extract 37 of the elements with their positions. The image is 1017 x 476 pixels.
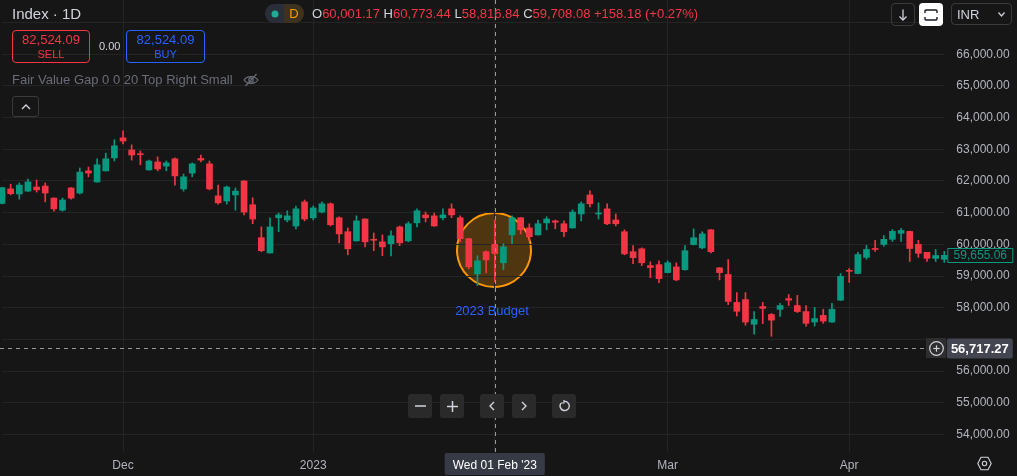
y-tick-label: 62,000.00 (956, 173, 1011, 188)
annotation: 0.00 (99, 39, 121, 53)
y-tick-label: 64,000.00 (956, 109, 1011, 124)
annotation: BUY (153, 48, 178, 61)
x-tick-label: Apr (839, 457, 859, 472)
y-tick-label: 54,000.00 (956, 426, 1011, 441)
y-tick-label: 55,000.00 (956, 395, 1011, 410)
y-tick-label: 59,000.00 (956, 268, 1011, 283)
annotation: SELL (36, 48, 66, 61)
status-badge: D (265, 4, 304, 23)
y-tick-label: 63,000.00 (956, 141, 1011, 156)
x-tick-label: 2023 (299, 457, 327, 472)
y-tick-label: 65,000.00 (956, 78, 1011, 93)
y-tick-label: 58,000.00 (956, 300, 1011, 315)
sell-button: 82,524.09 SELL (12, 30, 90, 63)
annotation: 82,524.09 (135, 32, 196, 48)
candlestick (370, 232, 378, 252)
annotation: 82,524.09 (21, 32, 81, 48)
currency-dropdown: INR (951, 3, 1012, 25)
ref-line-label: 56,717.27 (950, 340, 1009, 356)
x-tick-label: Dec (112, 457, 134, 472)
annotation: Fair Value Gap 0 0 20 Top Right Small (12, 71, 233, 89)
text: 59,655.06 (953, 248, 1008, 263)
annotation: 2023 Budget (454, 303, 530, 319)
y-tick-label: 66,000.00 (956, 46, 1011, 61)
y-tick-label: 60,000.00 (956, 236, 1011, 251)
y-tick-label: 56,000.00 (956, 363, 1011, 378)
annotation: D (288, 5, 300, 23)
candlestick (136, 150, 144, 166)
x-tick-label: Wed 01 Feb '23 (452, 457, 538, 472)
chart-title: Index · 1D (12, 4, 82, 24)
y-tick-label: 61,000.00 (956, 205, 1011, 219)
candlestick (845, 268, 853, 283)
x-tick-label: Mar (657, 457, 678, 472)
candlestick (785, 294, 793, 306)
text: O60,001.17 H60,773.44 L58,816.84 C59,708.08 +158.18 (+0.27%) (312, 6, 699, 21)
buy-button: 82,524.09 BUY (126, 30, 205, 63)
